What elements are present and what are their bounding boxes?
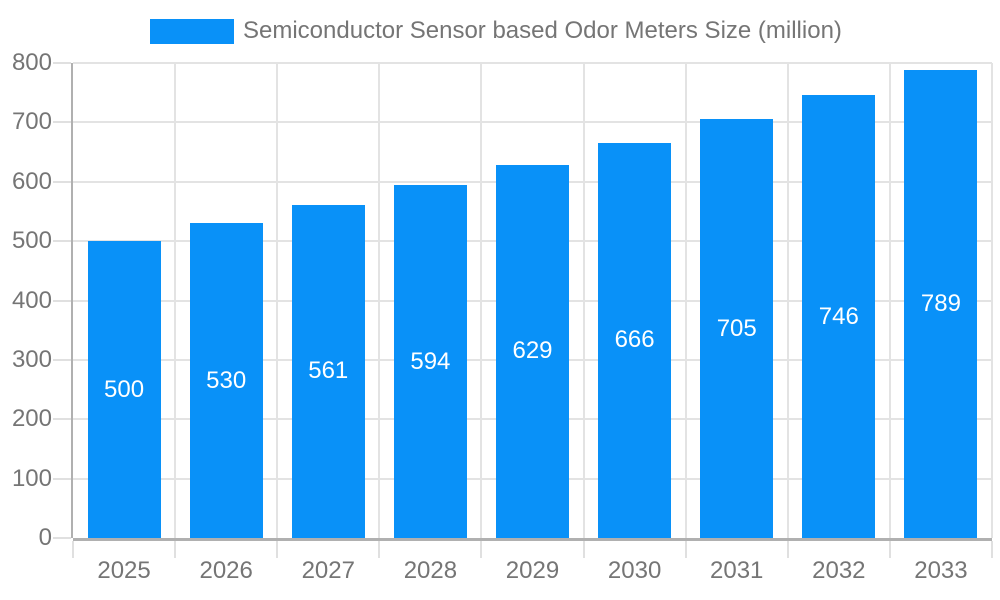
bar-value-label: 746 bbox=[818, 302, 859, 330]
legend: Semiconductor Sensor based Odor Meters S… bbox=[150, 17, 842, 45]
y-axis-tick bbox=[53, 62, 71, 64]
x-axis-label: 2027 bbox=[301, 557, 355, 584]
x-axis-tick bbox=[786, 541, 789, 558]
x-axis-label: 2031 bbox=[710, 557, 764, 584]
y-axis-label: 200 bbox=[11, 405, 52, 433]
y-axis-tick bbox=[53, 240, 71, 243]
x-axis-tick bbox=[480, 541, 483, 558]
h-gridline bbox=[73, 121, 992, 124]
x-axis-tick bbox=[174, 541, 177, 558]
bar-value-label: 666 bbox=[614, 326, 655, 354]
bar-value-label: 561 bbox=[308, 357, 349, 385]
v-gridline bbox=[684, 63, 687, 538]
x-axis-labels: 2025 2026 2027 2028 2029 2030 2031 2032 2033 bbox=[73, 556, 992, 586]
y-axis-label: 600 bbox=[11, 167, 52, 195]
y-axis-labels: 0 100 200 300 400 500 600 700 800 bbox=[0, 49, 52, 551]
bar: 789 bbox=[904, 69, 978, 538]
legend-swatch bbox=[150, 18, 234, 44]
x-axis-label: 2025 bbox=[97, 557, 151, 584]
bar-value-label: 500 bbox=[104, 375, 145, 403]
y-axis-label: 700 bbox=[11, 108, 52, 136]
y-axis-tick bbox=[53, 299, 71, 302]
x-axis-tick bbox=[582, 541, 585, 558]
x-axis-tick bbox=[72, 541, 74, 558]
bar-value-label: 705 bbox=[716, 314, 757, 342]
bar-value-label: 789 bbox=[920, 289, 961, 317]
bar-value-label: 629 bbox=[512, 337, 553, 365]
x-axis-label: 2026 bbox=[199, 557, 253, 584]
v-gridline bbox=[888, 63, 891, 538]
y-axis-label: 400 bbox=[11, 286, 52, 314]
y-axis-label: 100 bbox=[11, 464, 52, 492]
x-axis-tick bbox=[276, 541, 279, 558]
bar: 705 bbox=[700, 119, 774, 538]
y-axis-label: 800 bbox=[11, 49, 52, 76]
y-axis-tick bbox=[53, 121, 71, 124]
v-gridline bbox=[276, 63, 279, 538]
bar-value-label: 530 bbox=[206, 366, 247, 394]
x-axis-label: 2032 bbox=[812, 557, 866, 584]
y-axis-tick bbox=[53, 418, 71, 421]
bar: 746 bbox=[802, 95, 876, 538]
legend-label: Semiconductor Sensor based Odor Meters S… bbox=[243, 17, 842, 44]
v-gridline bbox=[991, 63, 993, 538]
x-axis-label: 2028 bbox=[403, 557, 458, 584]
v-gridline bbox=[582, 63, 585, 538]
x-axis-label: 2033 bbox=[914, 557, 968, 584]
y-axis-tick bbox=[53, 180, 71, 183]
x-axis-label: 2030 bbox=[607, 557, 662, 584]
v-gridline bbox=[480, 63, 483, 538]
bar: 666 bbox=[598, 142, 672, 538]
bar: 629 bbox=[496, 164, 569, 538]
x-axis-tick bbox=[378, 541, 381, 558]
v-gridline bbox=[378, 63, 381, 538]
bar: 530 bbox=[189, 223, 263, 538]
x-axis-tick bbox=[991, 541, 993, 558]
bar: 561 bbox=[291, 204, 365, 538]
x-axis-tick bbox=[888, 541, 891, 558]
x-axis-label: 2029 bbox=[505, 557, 560, 584]
y-axis-label: 0 bbox=[38, 524, 52, 551]
x-axis-line bbox=[73, 538, 992, 541]
plot-area: 500 530 561 594 629 666 705 746 789 bbox=[53, 62, 993, 558]
bar: 594 bbox=[393, 185, 467, 538]
v-gridline bbox=[786, 63, 789, 538]
y-axis-label: 300 bbox=[11, 345, 52, 373]
y-axis-tick bbox=[53, 537, 71, 539]
h-gridline bbox=[73, 62, 992, 64]
y-axis-tick bbox=[53, 477, 71, 480]
v-gridline bbox=[174, 63, 177, 538]
bar: 500 bbox=[87, 241, 161, 538]
x-axis-tick bbox=[684, 541, 687, 558]
y-axis-label: 500 bbox=[11, 227, 52, 255]
y-axis-line bbox=[71, 63, 73, 538]
y-axis-tick bbox=[53, 358, 71, 361]
bar-value-label: 594 bbox=[410, 347, 451, 375]
